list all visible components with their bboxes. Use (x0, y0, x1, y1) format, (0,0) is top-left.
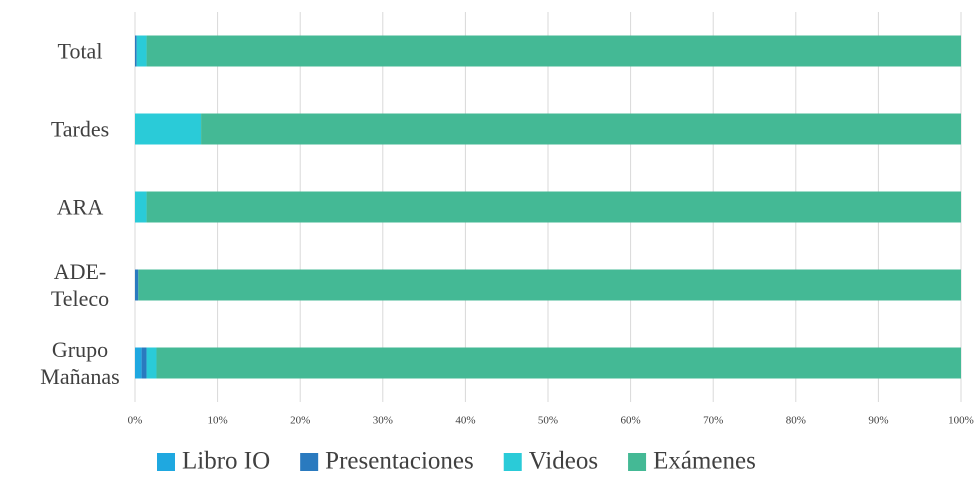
bar-segment (146, 191, 962, 223)
bar-segment (146, 35, 962, 67)
bar-segment (136, 35, 147, 67)
bar-segment (135, 347, 142, 379)
bar-segment (135, 35, 137, 67)
y-tick-label: Tardes (50, 116, 110, 142)
legend-swatch (503, 453, 522, 471)
x-tick-label: 10% (208, 415, 228, 427)
bar-segment (135, 269, 139, 301)
legend-label: Presentaciones (325, 448, 474, 475)
x-tick-label: 100% (948, 415, 974, 427)
legend-label: Libro IO (182, 448, 270, 475)
x-tick-label: 60% (621, 415, 641, 427)
legend-swatch (628, 453, 647, 471)
x-tick-label: 0% (128, 415, 143, 427)
x-tick-label: 30% (373, 415, 393, 427)
x-tick-label: 80% (786, 415, 806, 427)
x-tick-label: 40% (455, 415, 475, 427)
bar-segment (201, 113, 961, 145)
y-tick-label: Total (57, 38, 103, 64)
x-tick-label: 20% (290, 415, 310, 427)
legend-label: Exámenes (653, 448, 756, 475)
bar-segment (141, 347, 147, 379)
bar-segment (135, 113, 202, 145)
bar-segment (135, 191, 147, 223)
bar-segment (156, 347, 961, 379)
y-tick-label: ADE-Teleco (50, 259, 110, 311)
y-tick-label: ARA (56, 194, 104, 220)
x-tick-label: 70% (703, 415, 723, 427)
x-tick-label: 50% (538, 415, 558, 427)
bar-segment (138, 269, 961, 301)
legend-swatch (300, 453, 319, 471)
bar-segment (146, 347, 157, 379)
legend-label: Videos (529, 448, 598, 475)
y-tick-label: Grupo Mañanas (40, 337, 120, 389)
x-tick-label: 90% (868, 415, 888, 427)
legend-swatch (157, 453, 175, 471)
